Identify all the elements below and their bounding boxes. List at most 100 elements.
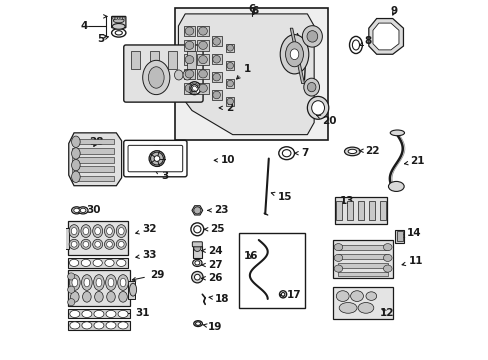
Ellipse shape — [120, 278, 125, 287]
FancyBboxPatch shape — [128, 145, 183, 172]
Text: 33: 33 — [136, 250, 157, 260]
Bar — [346, 201, 352, 220]
Ellipse shape — [67, 273, 75, 280]
Ellipse shape — [70, 292, 79, 302]
Bar — [67, 321, 130, 330]
FancyBboxPatch shape — [111, 17, 125, 28]
Ellipse shape — [118, 322, 128, 329]
Ellipse shape — [93, 239, 102, 249]
Bar — [334, 197, 386, 224]
Bar — [197, 83, 208, 94]
Text: 6: 6 — [251, 6, 258, 17]
Text: 6: 6 — [247, 4, 255, 14]
Ellipse shape — [194, 261, 200, 265]
Bar — [225, 62, 234, 70]
Bar — [197, 68, 208, 79]
Polygon shape — [192, 206, 203, 215]
Bar — [175, 8, 328, 140]
Ellipse shape — [185, 70, 193, 78]
Ellipse shape — [83, 228, 88, 235]
Ellipse shape — [81, 322, 92, 329]
Ellipse shape — [198, 55, 207, 64]
FancyBboxPatch shape — [123, 45, 203, 102]
Ellipse shape — [212, 55, 220, 63]
Bar — [72, 148, 114, 154]
Bar — [357, 201, 363, 220]
Ellipse shape — [104, 225, 114, 238]
Bar — [67, 270, 130, 306]
Ellipse shape — [71, 207, 81, 214]
Ellipse shape — [118, 228, 124, 235]
Ellipse shape — [81, 225, 91, 238]
Ellipse shape — [118, 242, 124, 247]
Ellipse shape — [307, 82, 315, 92]
Ellipse shape — [69, 239, 79, 249]
Ellipse shape — [113, 18, 124, 23]
Ellipse shape — [70, 310, 80, 318]
Ellipse shape — [115, 17, 118, 19]
Bar — [225, 97, 234, 106]
Text: 19: 19 — [202, 322, 222, 332]
Text: 9: 9 — [390, 6, 397, 17]
Bar — [396, 231, 402, 241]
Bar — [338, 246, 387, 249]
Text: 30: 30 — [81, 205, 101, 215]
Ellipse shape — [389, 130, 404, 136]
Text: 29: 29 — [132, 270, 164, 281]
Ellipse shape — [174, 70, 183, 80]
Ellipse shape — [67, 298, 75, 306]
Ellipse shape — [83, 242, 88, 247]
Ellipse shape — [193, 244, 201, 251]
Ellipse shape — [84, 278, 90, 287]
Text: 15: 15 — [271, 192, 291, 202]
Ellipse shape — [226, 45, 233, 51]
Bar — [67, 258, 127, 268]
Bar — [380, 201, 385, 220]
Ellipse shape — [67, 286, 75, 293]
Ellipse shape — [74, 208, 80, 212]
Ellipse shape — [307, 96, 328, 119]
Ellipse shape — [112, 17, 115, 19]
Ellipse shape — [71, 159, 80, 171]
Ellipse shape — [106, 242, 112, 247]
Text: 23: 23 — [207, 205, 228, 215]
Ellipse shape — [94, 310, 104, 318]
Bar — [394, 230, 404, 243]
Text: 13: 13 — [340, 196, 354, 209]
Bar — [183, 83, 195, 94]
Ellipse shape — [194, 274, 200, 280]
Polygon shape — [178, 14, 313, 135]
Text: 14: 14 — [400, 228, 421, 238]
Ellipse shape — [150, 152, 163, 165]
Ellipse shape — [106, 310, 116, 318]
Ellipse shape — [333, 244, 342, 251]
Ellipse shape — [195, 322, 200, 325]
Ellipse shape — [104, 259, 114, 266]
Bar — [335, 201, 341, 220]
Ellipse shape — [387, 181, 404, 192]
Ellipse shape — [193, 321, 202, 327]
Bar — [225, 79, 234, 88]
Ellipse shape — [193, 207, 201, 214]
Ellipse shape — [383, 244, 391, 251]
Bar — [72, 157, 114, 163]
Ellipse shape — [119, 292, 127, 302]
Ellipse shape — [154, 156, 160, 161]
Ellipse shape — [71, 242, 77, 247]
Polygon shape — [69, 133, 122, 186]
Ellipse shape — [306, 31, 317, 42]
Ellipse shape — [383, 254, 391, 261]
Ellipse shape — [106, 292, 115, 302]
Ellipse shape — [357, 302, 373, 313]
Ellipse shape — [212, 73, 220, 81]
Ellipse shape — [116, 239, 126, 249]
Ellipse shape — [82, 292, 91, 302]
Ellipse shape — [282, 150, 290, 157]
Ellipse shape — [93, 259, 102, 266]
Ellipse shape — [190, 223, 203, 236]
Ellipse shape — [95, 242, 101, 247]
Ellipse shape — [302, 26, 322, 47]
Bar — [368, 201, 374, 220]
Ellipse shape — [349, 36, 362, 54]
Text: 25: 25 — [204, 224, 224, 234]
